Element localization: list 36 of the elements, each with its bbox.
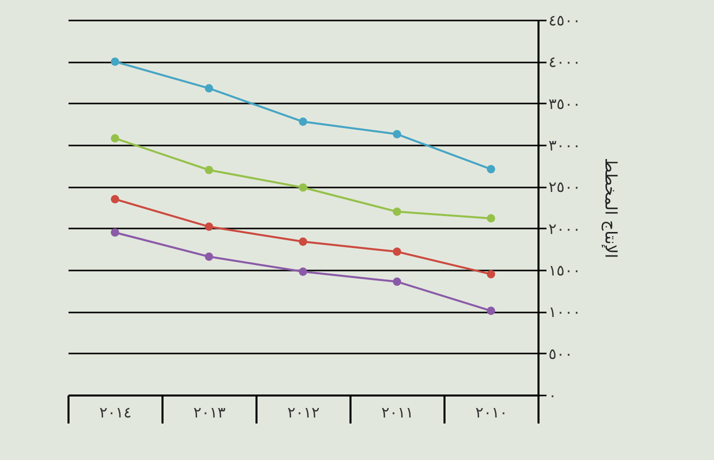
y-tick-label: ٥٠٠ [548, 344, 573, 363]
y-tick-label: ١٥٠٠ [548, 262, 581, 280]
y-tick-label: ٢٠٠٠ [548, 220, 581, 238]
point [392, 247, 402, 256]
y-tick-label: ٠ [548, 386, 557, 404]
point [298, 183, 308, 192]
x-tick-label: ٢٠١١ [381, 404, 414, 422]
point [392, 130, 402, 138]
x-tick-label: ٢٠١٢ [287, 404, 320, 422]
x-tick-label: ٢٠١٣ [193, 404, 226, 422]
y-tick-label: ١٠٠٠ [548, 303, 581, 322]
point [486, 214, 496, 223]
x-tick-label: ٢٠١٠ [475, 404, 508, 422]
x-tick-label: ٢٠١٤ [99, 404, 132, 422]
point [110, 134, 120, 143]
point [392, 207, 402, 216]
point [392, 277, 402, 286]
point [204, 222, 214, 231]
y-tick-label: ٢٥٠٠ [548, 178, 581, 196]
point [204, 252, 214, 261]
point [486, 164, 496, 174]
point [298, 237, 308, 246]
point [204, 84, 214, 93]
point [298, 267, 308, 276]
point [486, 270, 496, 278]
y-tick-label: ٤٠٠٠ [548, 53, 581, 72]
point [298, 117, 308, 126]
point [110, 228, 120, 237]
point [204, 166, 214, 174]
point [110, 194, 120, 204]
point [486, 306, 496, 316]
y-tick-label: ٣٠٠٠ [548, 136, 581, 154]
y-axis-title: الإنتاج المخطط [602, 158, 621, 258]
y-tick-label: ٤٥٠٠ [548, 12, 581, 30]
y-tick-label: ٣٥٠٠ [548, 94, 581, 113]
point [110, 57, 120, 66]
